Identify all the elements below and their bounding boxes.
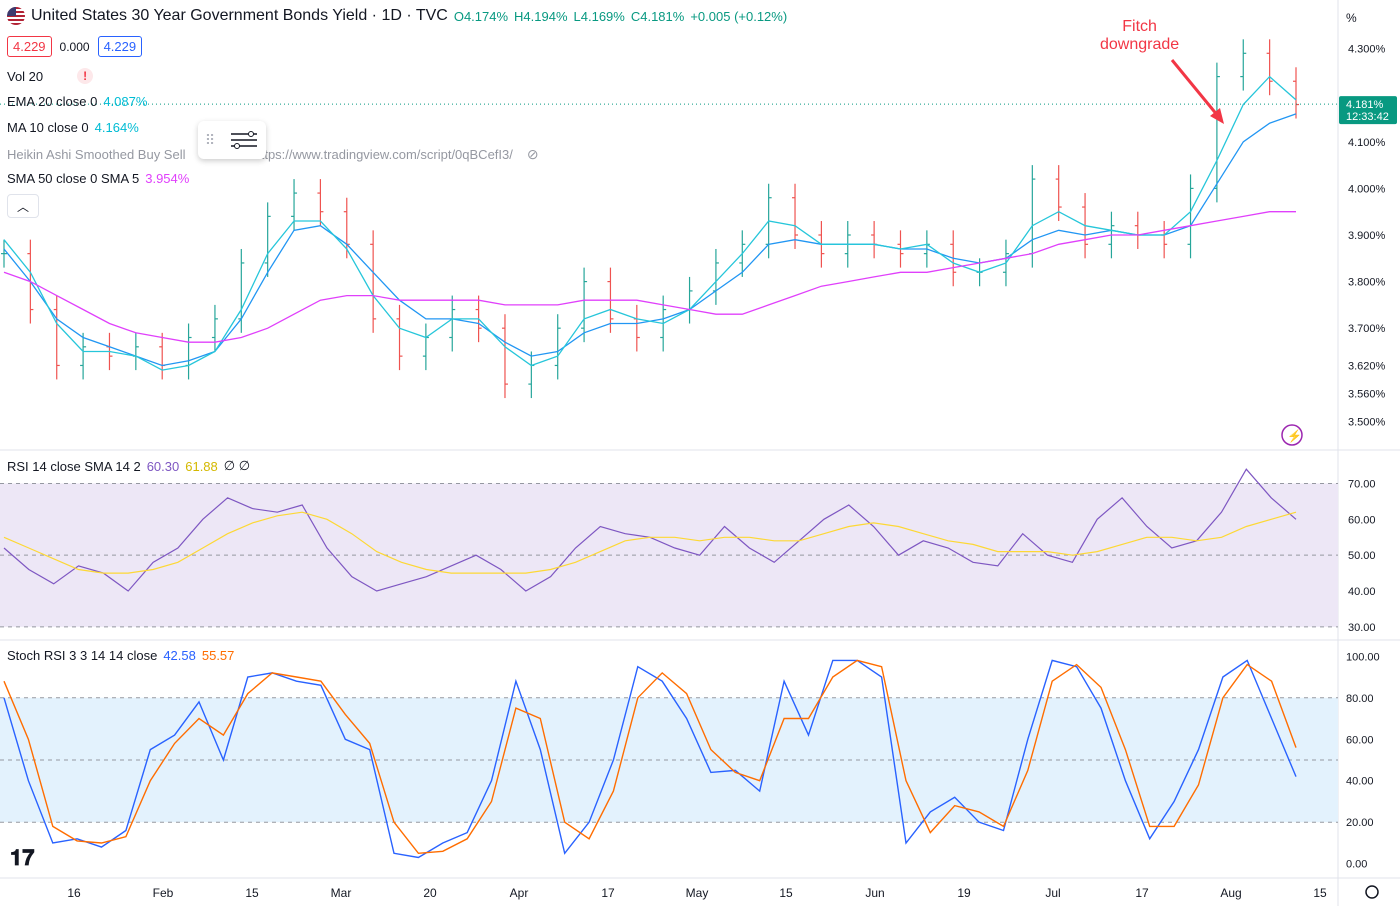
price-tick-label: 4.300% — [1348, 44, 1386, 56]
time-tick-label: Jun — [865, 886, 884, 900]
ema-label: EMA 20 close 0 — [7, 94, 98, 109]
stoch-k-value: 42.58 — [163, 648, 196, 663]
price-tick-label: 3.800% — [1348, 277, 1386, 289]
rsi-tick-label: 60.00 — [1348, 514, 1376, 526]
heikin-url: https://www.tradingview.com/script/0qBCe… — [253, 147, 513, 162]
rsi-tick-label: 50.00 — [1348, 550, 1376, 562]
rsi-value: 60.30 — [146, 458, 180, 474]
rsi-tick-label: 30.00 — [1348, 622, 1376, 634]
ma-label: MA 10 close 0 — [7, 120, 89, 135]
time-tick-label: 20 — [423, 886, 437, 900]
buy-price-button[interactable]: 4.229 — [97, 36, 143, 57]
stoch-tick-label: 40.00 — [1346, 776, 1374, 788]
time-tick-label: Aug — [1220, 886, 1241, 900]
rsi-label: RSI 14 close SMA 14 2 — [7, 458, 141, 474]
annotation-arrowhead — [1210, 108, 1224, 124]
stoch-series-line — [3, 659, 1297, 855]
price-tick-label: 3.500% — [1348, 416, 1386, 428]
time-tick-label: 15 — [245, 886, 259, 900]
rsi-extra: ∅ ∅ — [223, 458, 251, 473]
legend-stoch[interactable]: Stoch RSI 3 3 14 14 close 42.58 55.57 — [7, 648, 234, 663]
ma-value: 4.164% — [94, 120, 139, 135]
bid-ask-row: 4.229 0.000 4.229 — [7, 36, 143, 57]
stoch-d-value: 55.57 — [201, 648, 235, 663]
rsi-tick-label: 40.00 — [1348, 586, 1376, 598]
us-flag-icon — [7, 7, 25, 25]
stoch-tick-label: 60.00 — [1346, 734, 1374, 746]
time-tick-label: Feb — [153, 886, 174, 900]
sell-price-button[interactable]: 4.229 — [7, 36, 52, 57]
legend-vol[interactable]: Vol 20 ! — [7, 68, 94, 84]
time-tick-label: 19 — [957, 886, 971, 900]
heikin-label: Heikin Ashi Smoothed Buy Sell — [7, 147, 186, 162]
ohlc-change: +0.005 (+0.12%) — [690, 8, 788, 24]
price-tick-label: 3.900% — [1348, 230, 1386, 242]
ema-value: 4.087% — [103, 94, 148, 109]
series-ma-10 — [3, 75, 1297, 371]
time-tick-label: 16 — [67, 886, 81, 900]
rsi-tick-label: 70.00 — [1348, 479, 1376, 491]
warning-icon[interactable]: ! — [77, 68, 94, 84]
lightning-glyph: ⚡ — [1287, 429, 1302, 443]
legend-settings-popup[interactable]: ⠿ — [198, 121, 266, 159]
vol-label: Vol 20 — [7, 68, 44, 84]
time-tick-label: 15 — [779, 886, 793, 900]
sma-label: SMA 50 close 0 SMA 5 — [7, 171, 140, 186]
ohlc-close: C4.181% — [630, 8, 685, 24]
title-row: United States 30 Year Government Bonds Y… — [7, 7, 787, 25]
time-tick-label: Mar — [331, 886, 352, 900]
eye-hidden-icon[interactable]: ⊘ — [526, 146, 539, 162]
series-sma-50 — [3, 211, 1296, 343]
percent-scale-label: % — [1346, 11, 1357, 25]
ohlc-low: L4.169% — [573, 8, 625, 24]
time-tick-label: 17 — [1135, 886, 1149, 900]
price-tick-label: 4.000% — [1348, 183, 1386, 195]
stoch-tick-label: 20.00 — [1346, 817, 1374, 829]
sma-value: 3.954% — [145, 171, 190, 186]
legend-ema[interactable]: EMA 20 close 0 4.087% — [7, 94, 147, 109]
stoch-tick-label: 100.00 — [1346, 651, 1380, 663]
time-tick-label: May — [686, 886, 709, 900]
time-tick-label: 15 — [1313, 886, 1327, 900]
last-price-box — [1339, 96, 1397, 125]
legend-heikin[interactable]: Heikin Ashi Smoothed Buy Sell https://ww… — [7, 146, 539, 163]
collapse-legend-button[interactable]: ︿ — [7, 194, 39, 218]
price-tick-label: 3.620% — [1348, 360, 1386, 372]
drag-handle-icon[interactable]: ⠿ — [204, 131, 216, 148]
tradingview-logo[interactable]: 𝟏𝟕 — [10, 845, 35, 870]
price-tick-label: 3.700% — [1348, 323, 1386, 335]
spread-value: 0.000 — [59, 39, 90, 54]
countdown-label: 12:33:42 — [1346, 111, 1389, 123]
price-tick-label: 4.100% — [1348, 137, 1386, 149]
price-tick-label: 3.560% — [1348, 388, 1386, 400]
stoch-series-line — [3, 659, 1297, 859]
legend-ma[interactable]: MA 10 close 0 4.164% — [7, 120, 139, 135]
time-tick-label: Apr — [510, 886, 529, 900]
ohlc-high: H4.194% — [514, 8, 568, 24]
ohlc-open: O4.174% — [453, 8, 509, 24]
time-tick-label: Jul — [1045, 886, 1060, 900]
legend-sma[interactable]: SMA 50 close 0 SMA 5 3.954% — [7, 171, 189, 186]
annotation-line2: downgrade — [1100, 36, 1180, 53]
rsi-series-line — [3, 511, 1297, 574]
lightning-icon — [1281, 424, 1303, 446]
annotation-line1: Fitch — [1122, 18, 1157, 35]
chart-title[interactable]: United States 30 Year Government Bonds Y… — [31, 7, 448, 24]
last-price-label: 4.181% — [1346, 99, 1384, 111]
time-tick-label: 17 — [601, 886, 615, 900]
chevron-up-icon: ︿ — [16, 199, 29, 214]
gear-icon — [1365, 885, 1379, 899]
rsi-ma-value: 61.88 — [185, 458, 218, 474]
annotation-arrow — [1170, 59, 1220, 117]
settings-sliders-icon[interactable] — [229, 128, 259, 152]
fitch-annotation[interactable]: Fitch downgrade — [1100, 18, 1179, 54]
stoch-label: Stoch RSI 3 3 14 14 close — [7, 648, 158, 663]
stoch-tick-label: 0.00 — [1346, 859, 1367, 871]
stoch-tick-label: 80.00 — [1346, 693, 1374, 705]
legend-rsi[interactable]: RSI 14 close SMA 14 2 60.30 61.88 ∅ ∅ — [7, 458, 250, 474]
